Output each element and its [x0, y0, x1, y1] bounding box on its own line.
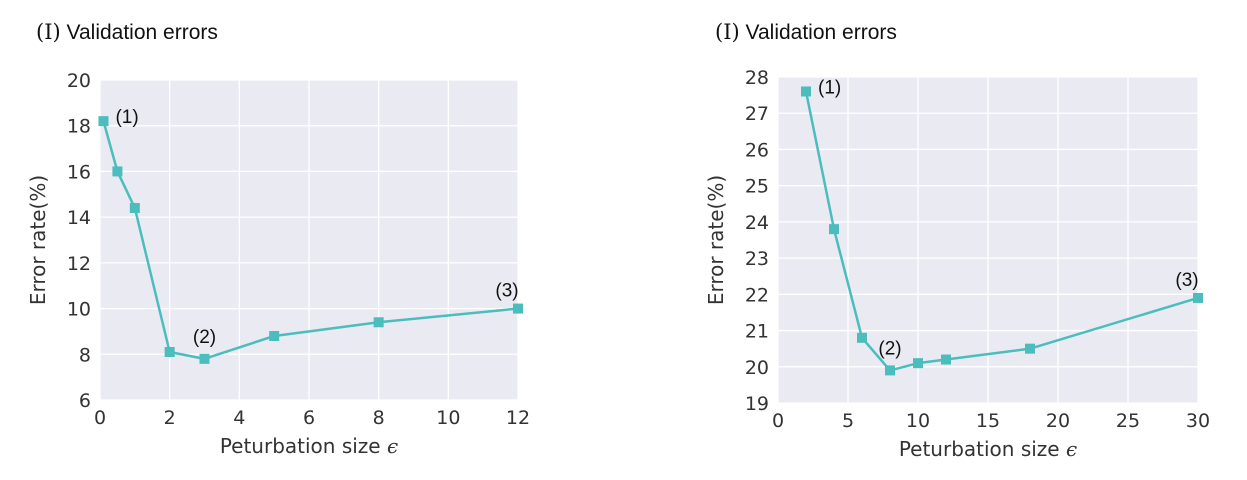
x-tick-label: 15 — [976, 410, 1000, 432]
x-tick-label: 10 — [906, 410, 930, 432]
data-point — [1193, 292, 1203, 303]
x-tick-label: 25 — [1116, 410, 1140, 432]
data-point — [199, 353, 210, 364]
point-annotation: (2) — [193, 327, 216, 348]
point-annotation: (2) — [878, 338, 901, 359]
y-tick-label: 25 — [745, 176, 769, 198]
y-tick-label: 6 — [79, 390, 91, 412]
x-tick-label: 0 — [772, 410, 784, 432]
y-tick-label: 12 — [67, 253, 91, 275]
data-point — [513, 303, 523, 314]
point-annotation: (1) — [115, 107, 138, 128]
chart-svg: 0 2 4 6 8 10 12 6 8 10 12 14 16 18 20 Peturbation size … — [26, 70, 530, 458]
y-tick-label: 24 — [745, 212, 769, 234]
y-tick-label: 14 — [67, 207, 91, 229]
y-tick-label: 16 — [67, 161, 91, 183]
x-tick-label: 4 — [233, 407, 245, 429]
series-line — [102, 120, 519, 361]
data-point — [941, 354, 951, 365]
chart-title-number: (I) — [715, 20, 740, 44]
point-annotation: (3) — [495, 281, 518, 302]
y-tick-label: 28 — [745, 67, 769, 89]
data-point — [129, 203, 140, 213]
point-annotation: (3) — [1175, 270, 1198, 291]
chart-svg: 0 5 10 15 20 25 30 19 20 21 22 23 24 25 26 27 28 Peturbat… — [704, 67, 1210, 461]
x-tick-label: 0 — [94, 407, 106, 429]
chart-title-number: (I) — [36, 20, 61, 44]
y-tick-label: 18 — [67, 116, 91, 138]
x-tick-label: 6 — [303, 407, 315, 429]
y-tick-label: 20 — [67, 70, 91, 92]
y-tick-label: 10 — [67, 299, 91, 321]
y-axis-label: Error rate(%) — [26, 175, 50, 305]
y-tick-label: 22 — [745, 284, 769, 306]
y-tick-label: 21 — [745, 321, 769, 343]
x-axis-label: Peturbation size ϵ — [220, 434, 398, 458]
data-point — [1025, 343, 1035, 354]
x-tick-label: 30 — [1186, 410, 1210, 432]
y-axis-label: Error rate(%) — [704, 175, 728, 305]
data-point — [164, 347, 175, 357]
data-point — [885, 365, 895, 376]
y-tick-label: 8 — [79, 344, 91, 366]
y-tick-label: 23 — [745, 248, 769, 270]
x-tick-label: 5 — [842, 410, 854, 432]
data-point — [373, 317, 384, 328]
data-point — [98, 116, 109, 127]
data-point — [829, 224, 839, 235]
x-tick-label: 8 — [373, 407, 385, 429]
data-point — [112, 166, 123, 177]
chart-title-text: Validation errors — [745, 21, 897, 44]
x-tick-label: 12 — [506, 407, 530, 429]
series-line — [804, 91, 1199, 372]
y-tick-label: 27 — [745, 103, 769, 125]
chart-title: (I) Validation errors — [715, 20, 897, 45]
x-axis-label: Peturbation size ϵ — [899, 437, 1077, 461]
chart-title: (I) Validation errors — [36, 20, 218, 45]
data-point — [913, 358, 923, 369]
chart-left: (I) Validation errors 0 2 4 6 8 10 12 6 8 10 12 14 1… — [0, 0, 620, 480]
x-tick-label: 2 — [164, 407, 176, 429]
x-tick-label: 20 — [1046, 410, 1070, 432]
y-tick-label: 26 — [745, 139, 769, 161]
y-tick-label: 20 — [745, 357, 769, 379]
chart-title-text: Validation errors — [66, 21, 218, 44]
data-point — [857, 332, 867, 343]
data-point — [269, 331, 280, 341]
data-point — [801, 86, 811, 97]
chart-right: (I) Validation errors 0 5 10 15 20 25 30 19 20 21… — [680, 0, 1247, 480]
point-annotation: (1) — [818, 77, 841, 98]
y-tick-label: 19 — [745, 393, 769, 415]
x-tick-label: 10 — [436, 407, 460, 429]
